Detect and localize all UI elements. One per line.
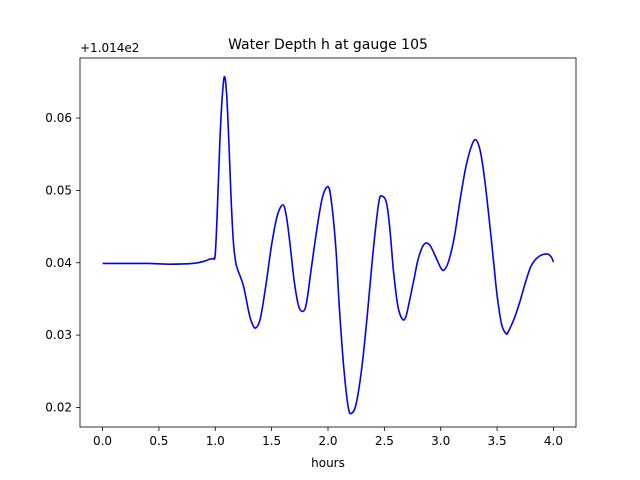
x-tick-label: 1.5 [262, 434, 281, 448]
chart-title: Water Depth h at gauge 105 [228, 37, 428, 53]
x-tick-label: 2.5 [375, 434, 394, 448]
x-axis: 0.0 0.5 1.0 1.5 2.0 2.5 3.0 3.5 4.0 [93, 427, 563, 448]
y-tick-label: 0.02 [45, 400, 72, 414]
x-tick-label: 4.0 [544, 434, 563, 448]
y-tick-label: 0.05 [45, 183, 72, 197]
x-tick-label: 1.0 [206, 434, 225, 448]
plot-area [79, 57, 577, 428]
y-tick-label: 0.03 [45, 328, 72, 342]
y-tick-label: 0.06 [45, 111, 72, 125]
x-axis-label: hours [311, 456, 345, 470]
plot-frame [79, 57, 577, 428]
y-tick-label: 0.04 [45, 256, 72, 270]
x-tick-label: 2.0 [318, 434, 337, 448]
x-tick-label: 0.0 [93, 434, 112, 448]
x-tick-label: 3.5 [488, 434, 507, 448]
y-offset-label: +1.014e2 [80, 41, 139, 55]
y-axis: 0.02 0.03 0.04 0.05 0.06 [45, 111, 80, 414]
x-tick-label: 3.0 [431, 434, 450, 448]
series-line [102, 75, 555, 415]
x-tick-label: 0.5 [149, 434, 168, 448]
